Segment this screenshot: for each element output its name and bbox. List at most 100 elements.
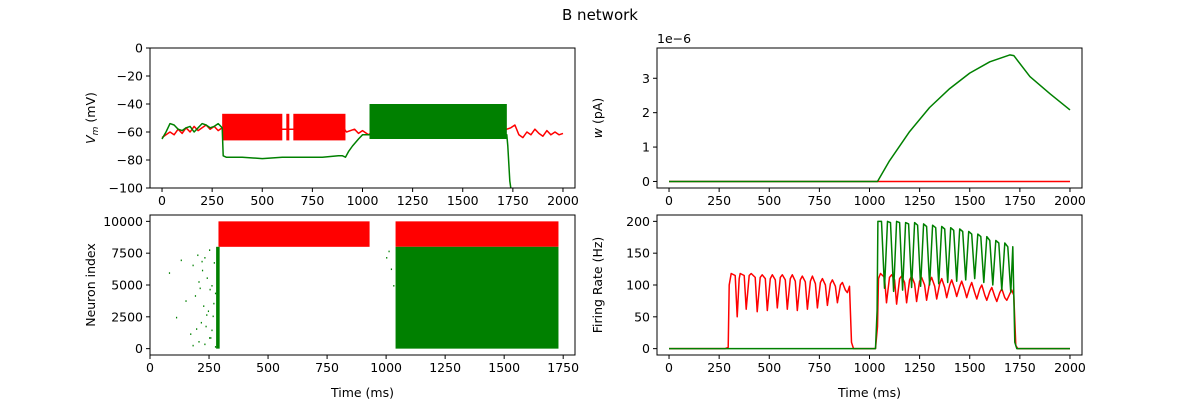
spike-point	[201, 269, 204, 272]
spiking-band-0-2	[293, 113, 346, 141]
y-tick-label: 100	[626, 278, 650, 293]
spike-point	[211, 329, 213, 332]
spike-point	[209, 288, 211, 291]
spike-point	[203, 305, 205, 307]
spike-point	[205, 325, 207, 328]
x-tick-label: 1500	[447, 193, 479, 208]
membrane-potential-panel: 0 250 500 750 1000 1250 1500 1750 2000 0 −20 −40 −60…	[83, 41, 579, 209]
plot-area	[669, 54, 1071, 183]
spike-point	[213, 302, 215, 305]
spike-point	[199, 287, 201, 290]
x-tick-label: 1250	[429, 360, 461, 375]
spike-point	[204, 343, 206, 346]
axes-frame	[149, 47, 576, 189]
y-axis-label: Neuron index	[83, 243, 98, 327]
x-tick-label: 500	[256, 360, 280, 375]
spike-point	[209, 337, 211, 339]
spiking-band-0-0	[222, 113, 283, 141]
y-axis-label: Firing Rate (Hz)	[590, 237, 605, 334]
series-line-0	[161, 124, 564, 139]
offset-text: 1e−6	[657, 31, 691, 46]
spike-point	[390, 268, 393, 271]
x-tick-label: 1750	[1004, 360, 1036, 375]
spike-point	[388, 250, 390, 253]
x-axis-label: Time (ms)	[330, 385, 394, 400]
x-tick-label: 0	[665, 193, 673, 208]
x-tick-label: 0	[665, 360, 673, 375]
x-tick-label: 1250	[904, 193, 936, 208]
spike-block-2	[395, 246, 559, 349]
x-tick-label: 1000	[370, 360, 402, 375]
series-line-1	[161, 122, 512, 188]
x-tick-label: 250	[197, 360, 221, 375]
y-tick-label: −100	[109, 181, 143, 196]
y-axis-label: Vm (mV)	[83, 92, 101, 144]
x-tick-label: 2000	[1054, 360, 1086, 375]
spike-point	[207, 310, 210, 313]
series-line-0	[669, 272, 1070, 350]
y-tick-label: 1	[642, 140, 650, 155]
x-tick-label: 1500	[954, 360, 986, 375]
x-tick-label: 750	[315, 360, 339, 375]
spike-point	[214, 346, 217, 348]
y-tick-label: −80	[117, 153, 143, 168]
x-tick-label: 1250	[904, 360, 936, 375]
axes-frame	[656, 47, 1083, 189]
spike-point	[192, 264, 194, 267]
x-tick-label: 750	[300, 193, 324, 208]
y-tick-label: 0	[135, 41, 143, 56]
spike-point	[192, 344, 194, 347]
x-tick-label: 1000	[854, 193, 886, 208]
spike-point	[213, 262, 215, 264]
spike-point	[204, 257, 206, 259]
x-tick-label: 0	[158, 193, 166, 208]
spike-point	[168, 272, 171, 274]
spike-point	[190, 333, 192, 335]
x-tick-label: 250	[707, 193, 731, 208]
y-tick-label: 0	[642, 341, 650, 356]
spike-point	[206, 314, 208, 316]
x-tick-label: 500	[250, 193, 274, 208]
x-tick-label: 2000	[1054, 193, 1086, 208]
spike-point	[209, 249, 211, 251]
plot-area	[161, 104, 564, 188]
x-tick-label: 750	[807, 193, 831, 208]
x-tick-label: 250	[707, 360, 731, 375]
spike-point	[206, 277, 208, 279]
spiking-band-1-0	[369, 104, 507, 139]
y-tick-label: 7500	[111, 246, 143, 261]
axes-frame	[149, 214, 576, 356]
adaptation-current-panel: 0 250 500 750 1000 1250 1500 1750 2000 0 1 2 3 w (pA)…	[590, 31, 1086, 208]
x-tick-label: 250	[200, 193, 224, 208]
x-tick-label: 1750	[497, 193, 529, 208]
spike-point	[198, 341, 200, 343]
x-tick-label: 1750	[547, 360, 579, 375]
y-tick-label: −20	[117, 69, 143, 84]
y-tick-label: 50	[634, 309, 650, 324]
y-tick-label: 5000	[111, 278, 143, 293]
x-tick-label: 1750	[1004, 193, 1036, 208]
y-tick-label: 10000	[103, 214, 143, 229]
x-tick-label: 1250	[397, 193, 429, 208]
series-line-1	[669, 54, 1071, 183]
firing-rate-panel: 0 250 500 750 1000 1250 1500 1750 2000 0 50 100 150 2…	[590, 214, 1086, 400]
spike-point	[211, 285, 213, 287]
y-tick-label: 200	[626, 214, 650, 229]
spike-point	[210, 337, 212, 339]
y-tick-label: −60	[117, 125, 143, 140]
plot-area	[669, 220, 1070, 350]
y-tick-label: 150	[626, 246, 650, 261]
x-tick-label: 1000	[854, 360, 886, 375]
spike-point	[200, 321, 202, 324]
spike-block-3	[216, 246, 220, 349]
spike-point	[386, 257, 388, 259]
spike-point	[198, 281, 200, 283]
y-axis-label: w (pA)	[590, 98, 605, 138]
spike-point	[175, 316, 178, 319]
x-tick-label: 1500	[488, 360, 520, 375]
figure-title: B network	[562, 6, 638, 24]
spiking-band-0-1	[286, 113, 290, 141]
spike-point	[197, 254, 199, 257]
x-tick-label: 500	[757, 193, 781, 208]
